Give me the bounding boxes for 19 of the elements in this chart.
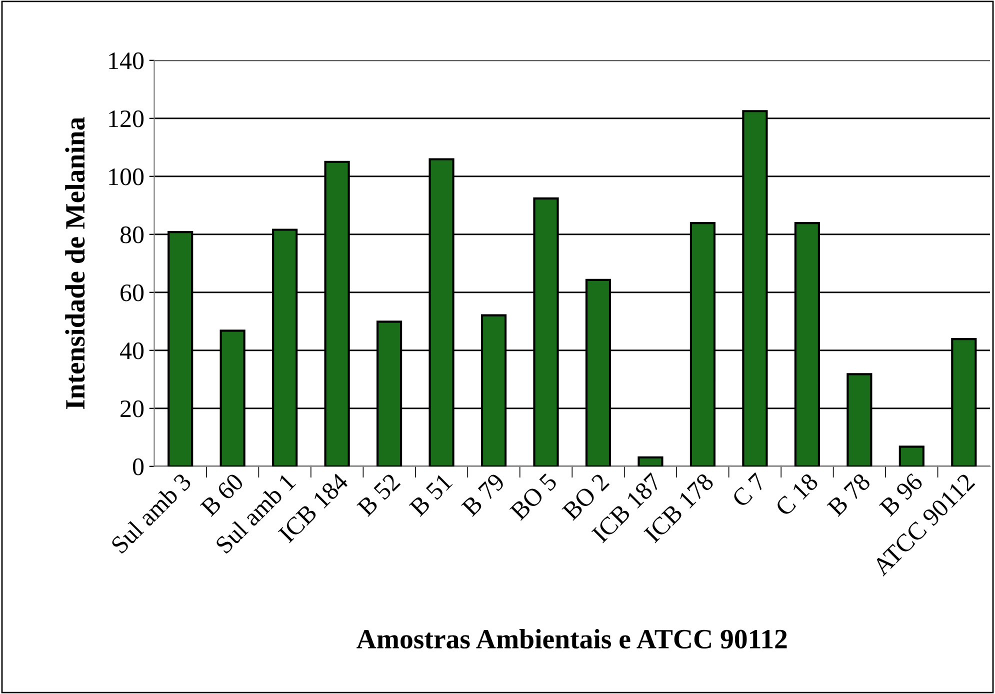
x-axis-title: Amostras Ambientais e ATCC 90112 [356,629,787,649]
x-tick-label: B 52 [356,472,401,518]
y-tick-label: 80 [120,226,144,244]
y-tick-label: 140 [109,52,144,70]
x-tick-label: B 60 [200,472,244,518]
x-tick-label: B 51 [408,472,453,518]
x-tick-label: B 78 [826,472,872,518]
y-axis-title: Intensidade de Melanina [65,117,85,410]
y-tick-label: 0 [132,458,144,476]
y-tick-label: 20 [120,400,144,418]
y-tick-label: 120 [109,110,144,128]
x-tick-label: B 79 [460,472,506,518]
x-tick-label: BO 5 [509,472,558,521]
y-tick-label: 40 [120,342,144,360]
x-tick-label: C 18 [774,472,819,517]
y-tick-label: 60 [120,284,144,302]
y-tick-label: 100 [109,168,144,186]
x-tick-label: B 96 [878,472,924,518]
x-tick-label: C 7 [731,472,767,508]
